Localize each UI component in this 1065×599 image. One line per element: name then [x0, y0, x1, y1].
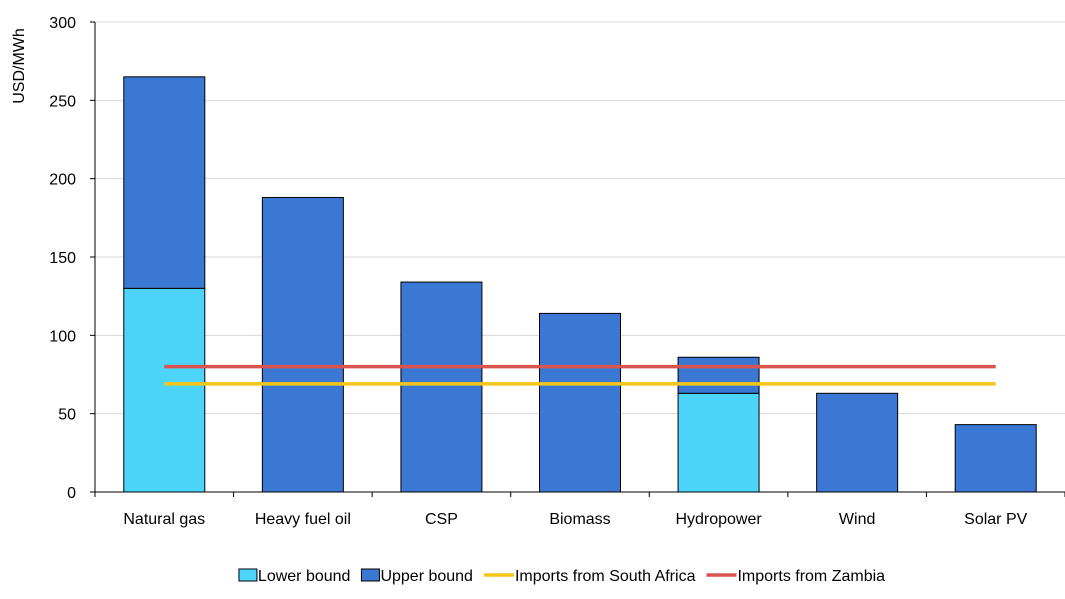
bar-upper-bound	[954, 424, 1037, 493]
y-tick-label: 0	[67, 485, 76, 502]
reference-lines	[164, 364, 996, 386]
gridlines	[95, 21, 1065, 415]
y-tick-label: 50	[58, 407, 76, 424]
bar-upper-bound	[400, 281, 483, 493]
legend-label-imports-from-south-africa: Imports from South Africa	[515, 568, 696, 585]
y-tick-label: 200	[49, 172, 76, 189]
bar-upper-bound	[816, 392, 899, 493]
bar-lower-bound	[123, 287, 206, 493]
bar-upper-bound	[261, 196, 344, 493]
y-tick-label: 250	[49, 93, 76, 110]
x-tick-label: Solar PV	[964, 511, 1027, 528]
x-tick-label: Hydropower	[675, 511, 762, 528]
bar-lower-bound	[677, 392, 760, 493]
legend-label-upper-bound: Upper bound	[380, 568, 473, 585]
x-tick-label: Natural gas	[123, 511, 205, 528]
legend-swatch-upper-bound	[360, 568, 380, 582]
bar-upper-bound	[539, 312, 621, 493]
legend-swatch-lower-bound	[238, 568, 258, 582]
y-tick-label: 150	[49, 250, 76, 267]
axes: 0 50 100 150 200 250 300 Natural gas Heavy fuel …	[49, 15, 1065, 528]
legend-label-lower-bound: Lower bound	[258, 568, 351, 585]
x-tick-label: CSP	[425, 511, 458, 528]
legend-label-imports-from-zambia: Imports from Zambia	[737, 568, 885, 585]
x-tick-label: Wind	[839, 511, 875, 528]
bar-upper-bound	[677, 356, 760, 394]
bar-upper-bound	[123, 76, 206, 289]
bars	[123, 76, 1037, 493]
legend: Lower bound Upper bound Imports from South…	[238, 568, 885, 585]
y-tick-label: 300	[49, 15, 76, 32]
y-axis-label: USD/MWh	[11, 28, 28, 104]
x-tick-label: Heavy fuel oil	[255, 511, 351, 528]
y-tick-label: 100	[49, 328, 76, 345]
x-tick-label: Biomass	[549, 511, 610, 528]
